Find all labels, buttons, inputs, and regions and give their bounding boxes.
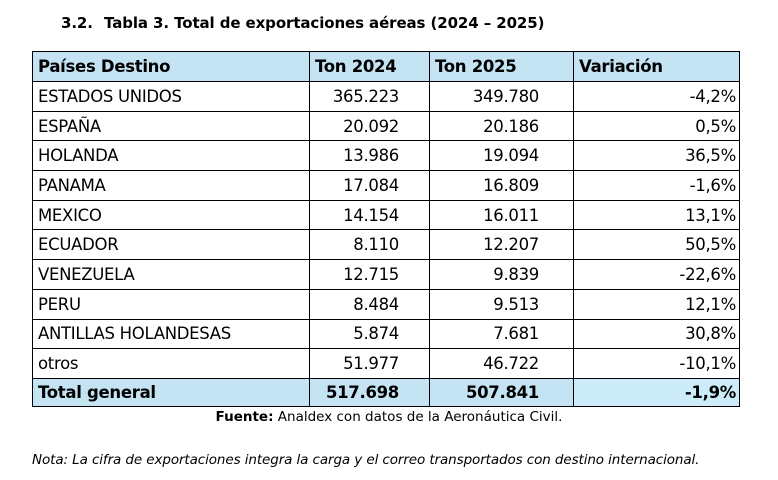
table-row: otros 51.977 46.722 -10,1% (32, 348, 740, 379)
cell-ton-2025: 349.780 (429, 81, 574, 112)
table-row: PANAMA 17.084 16.809 -1,6% (32, 170, 740, 201)
total-row: Total general 517.698 507.841 -1,9% (32, 377, 740, 407)
cell-ton-2024: 14.154 (309, 199, 430, 231)
cell-ton-2025: 16.809 (429, 170, 574, 201)
table-row: ESTADOS UNIDOS 365.223 349.780 -4,2% (32, 81, 740, 112)
cell-variation: 12,1% (573, 288, 740, 320)
cell-ton-2024: 20.092 (309, 110, 430, 142)
header-country: Países Destino (32, 51, 310, 82)
cell-ton-2024: 12.715 (309, 259, 430, 290)
table-row: MEXICO 14.154 16.011 13,1% (32, 199, 740, 231)
cell-ton-2024: 17.084 (309, 170, 430, 201)
cell-variation: 0,5% (573, 110, 740, 142)
cell-variation: -10,1% (573, 348, 740, 379)
source-text: Analdex con datos de la Aeronáutica Civi… (277, 409, 563, 425)
cell-ton-2025: 19.094 (429, 140, 574, 172)
source-label: Fuente: (215, 409, 274, 425)
source-line: Fuente: Analdex con datos de la Aeronáut… (0, 409, 778, 425)
cell-ton-2024: 51.977 (309, 348, 430, 379)
table-title: 3.2. Tabla 3. Total de exportaciones aér… (61, 14, 544, 32)
total-ton-2024: 517.698 (309, 377, 430, 407)
cell-variation: -22,6% (573, 259, 740, 290)
total-ton-2025: 507.841 (429, 377, 574, 407)
header-variation: Variación (573, 51, 740, 82)
cell-country: MEXICO (32, 199, 310, 231)
cell-ton-2025: 9.513 (429, 288, 574, 320)
cell-country: ANTILLAS HOLANDESAS (32, 318, 310, 350)
section-number: 3.2. (61, 14, 93, 32)
cell-ton-2025: 46.722 (429, 348, 574, 379)
cell-country: VENEZUELA (32, 259, 310, 290)
header-ton-2025: Ton 2025 (429, 51, 574, 82)
cell-country: PANAMA (32, 170, 310, 201)
cell-ton-2024: 5.874 (309, 318, 430, 350)
cell-ton-2024: 13.986 (309, 140, 430, 172)
table-row: PERU 8.484 9.513 12,1% (32, 288, 740, 320)
cell-ton-2024: 365.223 (309, 81, 430, 112)
footnote: Nota: La cifra de exportaciones integra … (32, 452, 700, 468)
table-title-text: Tabla 3. Total de exportaciones aéreas (… (104, 14, 545, 32)
cell-country: ESPAÑA (32, 110, 310, 142)
cell-ton-2025: 7.681 (429, 318, 574, 350)
cell-country: HOLANDA (32, 140, 310, 172)
total-variation: -1,9% (573, 377, 740, 407)
table-row: VENEZUELA 12.715 9.839 -22,6% (32, 259, 740, 290)
cell-ton-2025: 20.186 (429, 110, 574, 142)
cell-ton-2024: 8.110 (309, 229, 430, 261)
cell-variation: 30,8% (573, 318, 740, 350)
table-row: ESPAÑA 20.092 20.186 0,5% (32, 110, 740, 142)
table-row: HOLANDA 13.986 19.094 36,5% (32, 140, 740, 172)
cell-ton-2025: 9.839 (429, 259, 574, 290)
header-ton-2024: Ton 2024 (309, 51, 430, 82)
table-header-row: Países Destino Ton 2024 Ton 2025 Variaci… (32, 51, 740, 82)
cell-variation: 36,5% (573, 140, 740, 172)
cell-ton-2025: 16.011 (429, 199, 574, 231)
cell-country: PERU (32, 288, 310, 320)
cell-ton-2025: 12.207 (429, 229, 574, 261)
cell-country: ESTADOS UNIDOS (32, 81, 310, 112)
exports-table: Países Destino Ton 2024 Ton 2025 Variaci… (32, 51, 740, 407)
table-row: ECUADOR 8.110 12.207 50,5% (32, 229, 740, 261)
cell-variation: -1,6% (573, 170, 740, 201)
cell-ton-2024: 8.484 (309, 288, 430, 320)
cell-variation: 50,5% (573, 229, 740, 261)
cell-country: otros (32, 348, 310, 379)
cell-variation: 13,1% (573, 199, 740, 231)
cell-variation: -4,2% (573, 81, 740, 112)
total-label: Total general (32, 377, 310, 407)
table-row: ANTILLAS HOLANDESAS 5.874 7.681 30,8% (32, 318, 740, 350)
cell-country: ECUADOR (32, 229, 310, 261)
